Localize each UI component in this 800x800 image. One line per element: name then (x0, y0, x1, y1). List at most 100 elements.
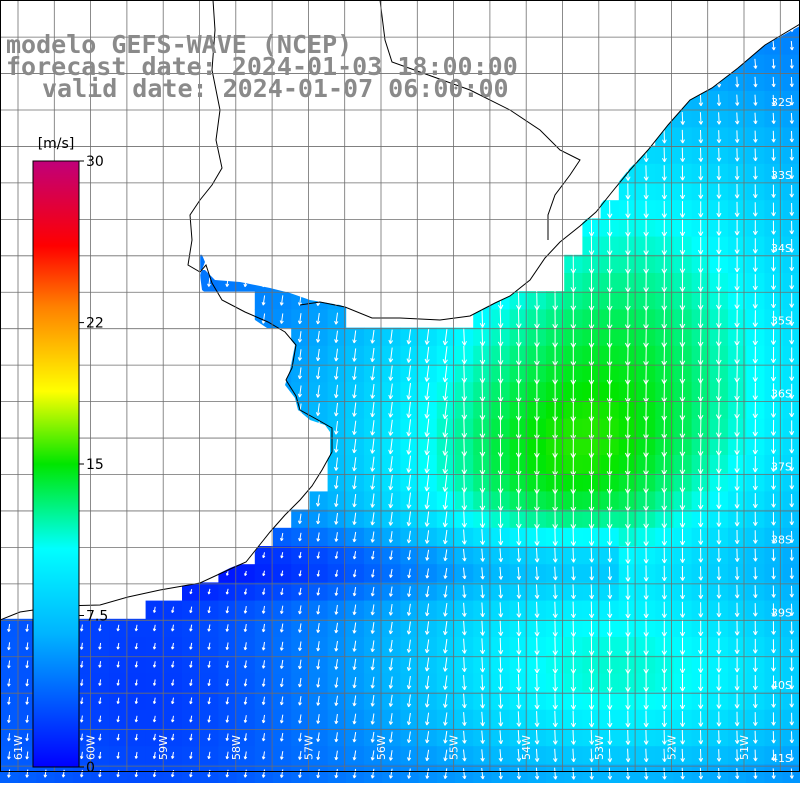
wind-arrow (406, 530, 412, 544)
wind-arrow (370, 438, 376, 454)
wind-arrow (570, 655, 577, 674)
wind-arrow (789, 112, 794, 124)
wind-arrow (243, 624, 248, 633)
wind-arrow (352, 493, 357, 508)
wind-arrow (789, 567, 794, 580)
wind-arrow (498, 730, 504, 745)
wind-arrow (406, 474, 412, 491)
wind-arrow (207, 606, 211, 614)
wind-arrow (116, 697, 120, 705)
wind-arrow (643, 509, 649, 529)
wind-arrow (734, 437, 740, 455)
lon-label: 61W (12, 735, 25, 760)
wind-arrow (570, 508, 577, 530)
wind-arrow (406, 437, 412, 455)
wind-arrow (388, 768, 393, 779)
wind-arrow (442, 400, 449, 420)
wind-arrow (461, 620, 467, 636)
wind-arrow (789, 347, 795, 363)
wind-arrow (715, 418, 722, 438)
wind-arrow (7, 678, 11, 687)
wind-arrow (316, 732, 321, 743)
wind-arrow (570, 601, 577, 619)
longitude-labels: 61W 60W 59W 58W 57W 56W 55W 54W 53W 52W 51W (12, 735, 751, 760)
wind-arrow (406, 712, 412, 726)
wind-arrow (753, 585, 758, 599)
wind-arrow (7, 696, 11, 705)
wind-arrow (316, 312, 321, 325)
wind-arrow (334, 532, 339, 542)
wind-arrow (442, 472, 449, 492)
wind-arrow (443, 549, 448, 562)
wind-arrow (298, 677, 302, 688)
wind-arrow (116, 751, 120, 759)
wind-arrow (680, 111, 685, 125)
wind-arrow (534, 655, 540, 674)
wind-arrow (479, 674, 486, 691)
wind-arrow (770, 328, 777, 345)
wind-arrow (480, 711, 485, 727)
wind-arrow (679, 236, 686, 255)
wind-arrow (334, 622, 339, 634)
wind-arrow (734, 511, 740, 527)
wind-arrow (643, 565, 649, 582)
wind-arrow (752, 638, 758, 654)
wind-arrow (134, 661, 138, 668)
wind-arrow (370, 384, 376, 399)
wind-arrow (424, 328, 430, 345)
wind-arrow (370, 604, 375, 616)
lon-label: 59W (157, 735, 170, 760)
wind-arrow (716, 201, 722, 218)
wind-arrow (352, 604, 357, 616)
wind-arrow (680, 165, 686, 181)
wind-arrow (479, 490, 486, 511)
wind-arrow (753, 749, 758, 762)
wind-arrow (352, 622, 357, 634)
wind-arrow (424, 473, 430, 492)
wind-arrow (388, 456, 394, 473)
wind-arrow (25, 642, 29, 651)
wind-arrow (225, 606, 229, 614)
wind-arrow (7, 769, 11, 778)
wind-arrow (716, 674, 722, 691)
wind-arrow (716, 130, 722, 144)
wind-arrow (789, 512, 795, 526)
wind-arrow (607, 619, 613, 637)
wind-arrow (207, 679, 211, 687)
wind-arrow (334, 421, 339, 435)
wind-arrow (552, 748, 558, 763)
wind-arrow (771, 693, 776, 708)
lon-label: 60W (85, 735, 98, 760)
wind-arrow (189, 715, 193, 723)
wind-arrow (698, 547, 704, 563)
wind-arrow (716, 94, 722, 107)
wind-arrow (716, 692, 722, 709)
wind-arrow (734, 291, 740, 310)
wind-arrow (461, 656, 467, 673)
wind-arrow (316, 714, 321, 724)
wind-arrow (262, 588, 266, 595)
wind-arrow (352, 640, 357, 652)
wind-arrow (406, 383, 412, 400)
wind-arrow (607, 200, 613, 218)
wind-arrow (571, 767, 576, 780)
wind-arrow (424, 346, 430, 364)
wind-arrow (207, 624, 211, 632)
wind-arrow (770, 438, 777, 454)
wind-arrow (261, 696, 266, 705)
wind-arrow (789, 383, 795, 400)
wind-arrow (789, 768, 794, 779)
wind-arrow (789, 475, 795, 490)
wind-arrow (352, 531, 357, 543)
wind-arrow (716, 112, 722, 125)
wind-arrow (789, 166, 795, 180)
wind-arrow (716, 656, 722, 673)
wind-arrow (770, 310, 777, 327)
wind-arrow (661, 509, 668, 529)
wind-arrow (498, 692, 504, 709)
wind-arrow (25, 660, 29, 669)
wind-arrow (80, 697, 84, 705)
wind-arrow (662, 767, 667, 780)
wind-arrow (679, 219, 686, 237)
wind-arrow (734, 201, 740, 217)
